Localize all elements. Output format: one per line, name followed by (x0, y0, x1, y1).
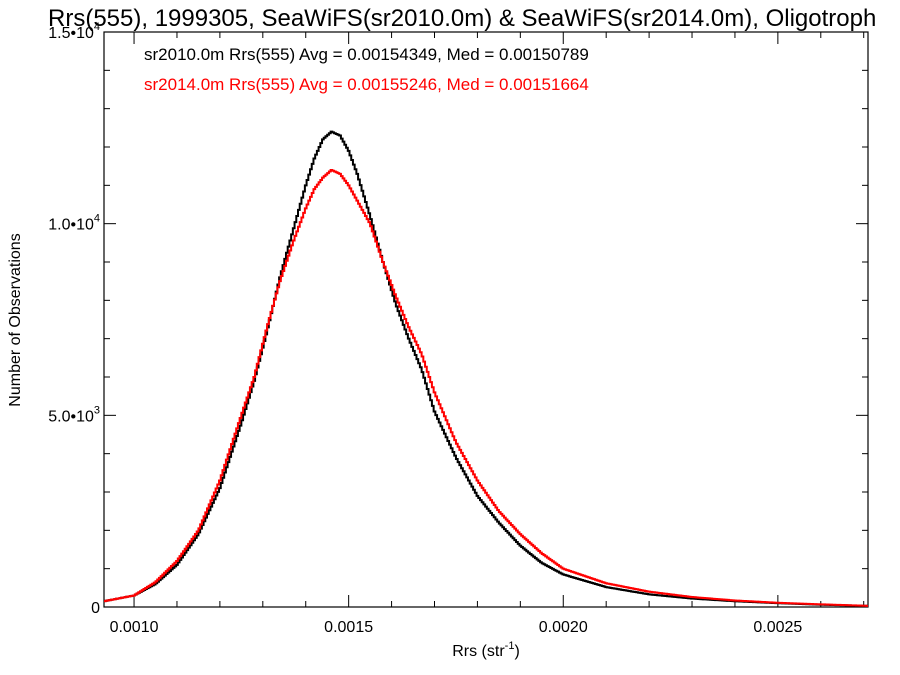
legend: sr2010.0m Rrs(555) Avg = 0.00154349, Med… (144, 45, 589, 94)
plot-frame (103, 31, 869, 608)
series-line-sr2010 (104, 130, 868, 607)
x-tick-label: 0.0010 (110, 619, 159, 636)
y-axis-label: Number of Observations (7, 233, 24, 406)
legend-entry: sr2014.0m Rrs(555) Avg = 0.00155246, Med… (144, 75, 589, 94)
x-axis-label: Rrs (str-1) (452, 640, 520, 660)
chart-title: Rrs(555), 1999305, SeaWiFS(sr2010.0m) & … (48, 5, 876, 32)
x-tick-label: 0.0025 (753, 619, 802, 636)
y-tick-label: 5.0•103 (48, 404, 100, 425)
y-tick-label: 1.0•104 (48, 213, 100, 234)
x-tick-label: 0.0015 (324, 619, 373, 636)
x-tick-label: 0.0020 (539, 619, 588, 636)
y-tick-label: 1.5•104 (48, 21, 100, 42)
axis-ticks: 0.0010 0.0015 0.0020 0.0025 0 5.0•103 1.0•104 1… (48, 21, 868, 636)
legend-entry: sr2010.0m Rrs(555) Avg = 0.00154349, Med… (144, 45, 589, 64)
series-line-sr2014 (104, 169, 868, 607)
series-lines (104, 130, 868, 607)
y-tick-label: 0 (91, 600, 100, 617)
